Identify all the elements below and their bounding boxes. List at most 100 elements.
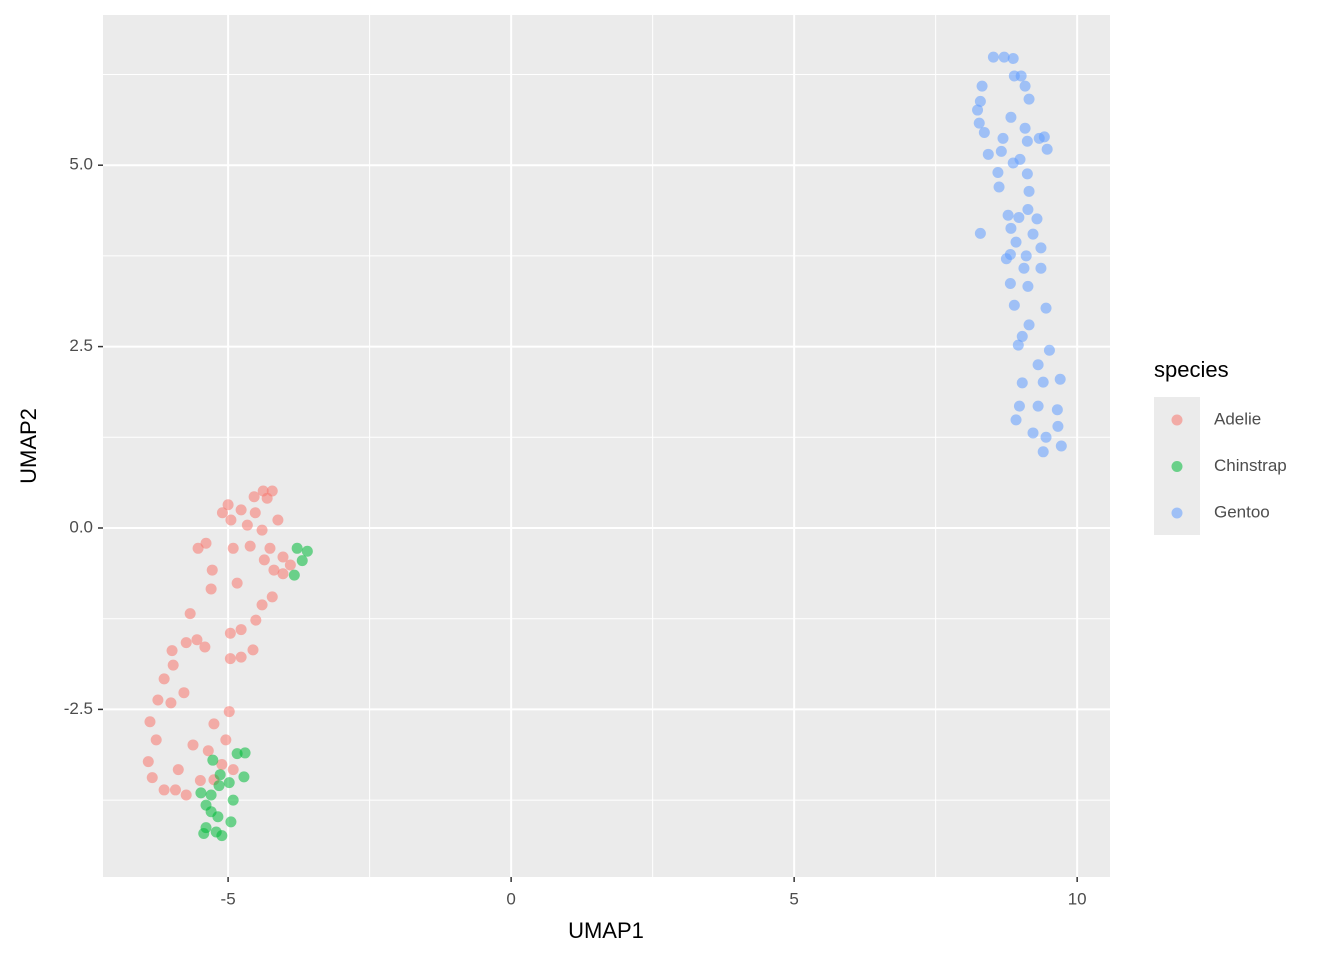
point (250, 614, 262, 626)
point (206, 564, 218, 576)
point (205, 583, 217, 595)
point (268, 564, 280, 576)
point (224, 653, 236, 665)
y-tick-label: 5.0 (69, 155, 93, 174)
point (1021, 135, 1033, 147)
x-axis-title: UMAP1 (568, 918, 644, 943)
point (192, 542, 204, 554)
point (238, 771, 250, 783)
point (974, 227, 986, 239)
point (1031, 213, 1043, 225)
point (1019, 122, 1031, 134)
points (142, 51, 1067, 842)
point (1015, 70, 1027, 82)
point (997, 132, 1009, 144)
point (144, 716, 156, 728)
y-tick-label: 2.5 (69, 336, 93, 355)
point (1035, 242, 1047, 254)
point (995, 145, 1007, 157)
point (223, 777, 235, 789)
point (264, 542, 276, 554)
point (216, 507, 228, 519)
point (1027, 427, 1039, 439)
x-tick-label: -5 (221, 889, 236, 908)
point (1010, 414, 1022, 426)
legend: Adelie Chinstrap Gentoo (1171, 409, 1287, 521)
x-tick-label: 5 (789, 889, 798, 908)
point (199, 641, 211, 653)
point (207, 754, 219, 766)
point (184, 608, 196, 620)
point (1037, 376, 1049, 388)
point (1007, 53, 1019, 65)
point (241, 519, 253, 531)
point (982, 148, 994, 160)
point (158, 673, 170, 685)
point (1016, 330, 1028, 342)
point (1052, 420, 1064, 432)
point (235, 624, 247, 636)
point (1051, 404, 1063, 416)
grid (103, 15, 1110, 877)
point (227, 764, 239, 776)
point (169, 784, 181, 796)
point (247, 644, 259, 656)
point (277, 551, 289, 563)
legend-label: Adelie (1214, 409, 1261, 428)
point (220, 734, 232, 746)
point (249, 507, 261, 519)
legend-title: species (1154, 357, 1229, 382)
point (258, 554, 270, 566)
point (195, 787, 207, 799)
point (1040, 431, 1052, 443)
point (974, 95, 986, 107)
point (301, 545, 313, 557)
point (212, 811, 224, 823)
point (205, 789, 217, 801)
point (288, 569, 300, 581)
point (214, 769, 226, 781)
point (180, 789, 192, 801)
point (180, 637, 192, 649)
point (261, 492, 273, 504)
point (296, 555, 308, 567)
point (227, 794, 239, 806)
point (244, 540, 256, 552)
point (1023, 185, 1035, 197)
point (150, 734, 162, 746)
point (202, 745, 214, 757)
point (1005, 222, 1017, 234)
point (972, 104, 984, 116)
point (248, 491, 260, 503)
point (987, 51, 999, 63)
legend-marker (1171, 461, 1183, 472)
point (1022, 203, 1034, 215)
legend-marker (1171, 414, 1183, 426)
point (1018, 262, 1030, 274)
point (172, 764, 184, 776)
point (178, 687, 190, 699)
point (235, 504, 247, 516)
y-axis-title: UMAP2 (16, 408, 41, 484)
point (1023, 93, 1035, 105)
point (187, 739, 199, 751)
point (1055, 440, 1067, 452)
legend-label: Chinstrap (1214, 456, 1287, 475)
point (1010, 236, 1022, 248)
point (272, 514, 284, 526)
x-tick-label: 10 (1068, 889, 1087, 908)
point (973, 117, 985, 129)
point (216, 759, 228, 771)
point (146, 772, 158, 784)
point (227, 542, 239, 554)
point (200, 537, 212, 549)
point (142, 756, 154, 768)
point (198, 827, 210, 839)
point (1016, 377, 1028, 389)
point (235, 651, 247, 663)
point (152, 694, 164, 706)
point (1013, 400, 1025, 412)
point (225, 816, 237, 828)
